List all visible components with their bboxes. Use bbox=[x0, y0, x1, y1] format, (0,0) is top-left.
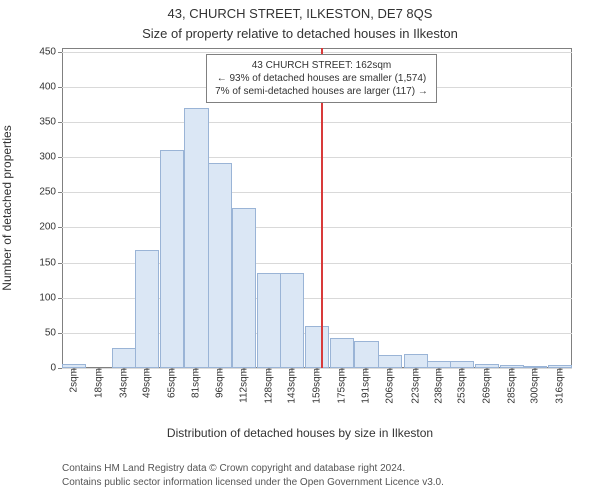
histogram-bar bbox=[404, 354, 428, 368]
x-tick-label: 128sqm bbox=[264, 368, 275, 410]
histogram-bar bbox=[112, 348, 136, 368]
x-axis-label: Distribution of detached houses by size … bbox=[0, 426, 600, 440]
histogram-bar bbox=[208, 163, 232, 368]
histogram-bar bbox=[378, 355, 402, 368]
x-tick-label: 269sqm bbox=[482, 368, 493, 410]
y-tick-label: 150 bbox=[39, 257, 62, 268]
x-tick-label: 112sqm bbox=[239, 368, 250, 409]
annotation-line-3: 7% of semi-detached houses are larger (1… bbox=[215, 85, 428, 98]
annotation-line-1: 43 CHURCH STREET: 162sqm bbox=[215, 59, 428, 72]
histogram-bar bbox=[305, 326, 329, 368]
histogram-bar bbox=[427, 361, 451, 368]
x-tick-label: 2sqm bbox=[69, 368, 80, 398]
x-tick-label: 223sqm bbox=[410, 368, 421, 410]
y-tick-label: 450 bbox=[39, 46, 62, 57]
histogram-bar bbox=[135, 250, 159, 368]
x-tick-label: 238sqm bbox=[434, 368, 445, 410]
plot-area: 43 CHURCH STREET: 162sqm ← 93% of detach… bbox=[62, 48, 572, 368]
x-tick-label: 316sqm bbox=[554, 368, 565, 410]
y-tick-label: 300 bbox=[39, 152, 62, 163]
x-tick-label: 18sqm bbox=[94, 368, 105, 404]
annotation-box: 43 CHURCH STREET: 162sqm ← 93% of detach… bbox=[206, 54, 437, 103]
gridline bbox=[62, 52, 572, 53]
x-tick-label: 253sqm bbox=[457, 368, 468, 410]
histogram-bar bbox=[354, 341, 378, 368]
y-axis-label: Number of detached properties bbox=[0, 125, 14, 290]
annotation-line-2: ← 93% of detached houses are smaller (1,… bbox=[215, 72, 428, 85]
gridline bbox=[62, 227, 572, 228]
histogram-bar bbox=[160, 150, 184, 368]
x-tick-label: 175sqm bbox=[336, 368, 347, 410]
gridline bbox=[62, 157, 572, 158]
footer-attribution: Contains HM Land Registry data © Crown c… bbox=[62, 462, 444, 489]
x-tick-label: 49sqm bbox=[142, 368, 153, 404]
x-tick-label: 81sqm bbox=[191, 368, 202, 404]
gridline bbox=[62, 122, 572, 123]
x-tick-label: 191sqm bbox=[361, 368, 372, 410]
histogram-bar bbox=[184, 108, 208, 368]
x-tick-label: 206sqm bbox=[384, 368, 395, 410]
histogram-bar bbox=[257, 273, 281, 368]
chart-subtitle: Size of property relative to detached ho… bbox=[0, 26, 600, 41]
footer-line-2: Contains public sector information licen… bbox=[62, 476, 444, 490]
x-tick-label: 34sqm bbox=[118, 368, 129, 404]
y-tick-label: 250 bbox=[39, 187, 62, 198]
histogram-bar bbox=[280, 273, 304, 368]
histogram-bar bbox=[330, 338, 354, 368]
y-tick-label: 400 bbox=[39, 81, 62, 92]
x-tick-label: 143sqm bbox=[287, 368, 298, 410]
chart-container: 43, CHURCH STREET, ILKESTON, DE7 8QS Siz… bbox=[0, 0, 600, 500]
x-tick-label: 96sqm bbox=[214, 368, 225, 404]
histogram-bar bbox=[232, 208, 256, 368]
footer-line-1: Contains HM Land Registry data © Crown c… bbox=[62, 462, 444, 476]
y-tick-label: 100 bbox=[39, 292, 62, 303]
gridline bbox=[62, 192, 572, 193]
x-tick-label: 159sqm bbox=[312, 368, 323, 410]
y-tick-label: 200 bbox=[39, 222, 62, 233]
histogram-bar bbox=[450, 361, 474, 368]
x-tick-label: 300sqm bbox=[529, 368, 540, 410]
y-tick-label: 350 bbox=[39, 116, 62, 127]
x-tick-label: 285sqm bbox=[506, 368, 517, 410]
chart-title-address: 43, CHURCH STREET, ILKESTON, DE7 8QS bbox=[0, 6, 600, 21]
y-tick-label: 50 bbox=[45, 327, 62, 338]
x-tick-label: 65sqm bbox=[166, 368, 177, 404]
y-tick-label: 0 bbox=[50, 363, 62, 374]
